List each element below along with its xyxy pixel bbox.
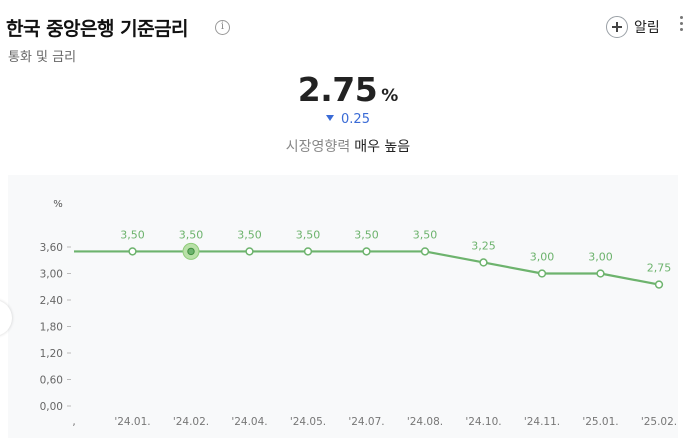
y-tick-label: 3,00 (40, 269, 63, 281)
data-point[interactable] (187, 247, 195, 256)
rate-display: 2.75% (0, 70, 696, 109)
x-tick-label: , (72, 416, 75, 428)
y-tick-label: 1,20 (40, 348, 63, 360)
x-tick-label: '25.02. (641, 416, 677, 428)
data-point[interactable] (245, 247, 254, 256)
alert-button[interactable]: 알림 (606, 15, 660, 39)
market-impact: 시장영향력 매우 높음 (0, 136, 696, 156)
data-label: 3,50 (179, 228, 204, 241)
page-title: 한국 중앙은행 기준금리 (6, 18, 189, 40)
data-point[interactable] (654, 280, 664, 289)
x-tick-label: '24.11. (524, 416, 560, 428)
data-point[interactable] (303, 247, 313, 256)
rate-change-value: 0.25 (341, 112, 370, 127)
x-tick-label: '24.02. (173, 416, 209, 428)
series-line (74, 250, 660, 286)
data-point[interactable] (362, 247, 371, 256)
data-label: 3,00 (530, 251, 555, 264)
y-tick-label: 2,40 (40, 295, 63, 307)
data-point[interactable] (537, 269, 547, 278)
y-tick-label: 1,80 (40, 322, 63, 334)
data-label: 3,50 (354, 228, 379, 241)
chart-area[interactable]: % 0,00 0,60 1,20 1,80 2,40 3,00 3,60, '24.01. '24… (8, 175, 678, 438)
data-label: 3,00 (588, 251, 613, 264)
data-point[interactable] (479, 258, 488, 267)
x-tick-label: '24.05. (290, 416, 326, 428)
rate-line-chart[interactable]: % 0,00 0,60 1,20 1,80 2,40 3,00 3,60, '24.01. '24… (8, 175, 678, 438)
x-tick-label: '24.04. (231, 416, 267, 428)
data-label: 3,50 (120, 228, 145, 241)
x-tick-label: '24.01. (114, 416, 150, 428)
y-tick-label: 3,60 (40, 242, 63, 254)
y-axis-unit: % (53, 199, 63, 210)
x-tick-label: '25.01. (582, 416, 618, 428)
data-label: 3,50 (237, 228, 262, 241)
more-vertical-icon[interactable] (678, 16, 684, 36)
data-point[interactable] (596, 269, 605, 278)
x-tick-label: '24.07. (348, 416, 384, 428)
rate-value: 2.75 (297, 70, 378, 109)
data-label: 3,50 (413, 228, 438, 241)
category-label: 통화 및 금리 (8, 50, 77, 65)
impact-value: 매우 높음 (354, 139, 411, 155)
x-tick-label: '24.08. (407, 416, 443, 428)
impact-label: 시장영향력 (285, 139, 351, 155)
alert-label: 알림 (634, 20, 660, 36)
data-label: 3,25 (471, 239, 496, 252)
y-tick-label: 0,00 (40, 401, 63, 413)
rate-change: 0.25 (0, 112, 696, 127)
triangle-down-icon (326, 115, 335, 121)
y-tick-label: 0,60 (40, 375, 63, 387)
data-label: 2,75 (647, 262, 672, 275)
rate-unit: % (381, 86, 399, 106)
data-label: 3,50 (296, 228, 321, 241)
info-icon[interactable]: i (215, 20, 230, 35)
plus-circle-icon (606, 16, 628, 38)
data-point[interactable] (128, 247, 137, 256)
x-tick-label: '24.10. (465, 416, 501, 428)
scroll-handle[interactable] (0, 300, 12, 336)
data-point[interactable] (420, 247, 430, 256)
